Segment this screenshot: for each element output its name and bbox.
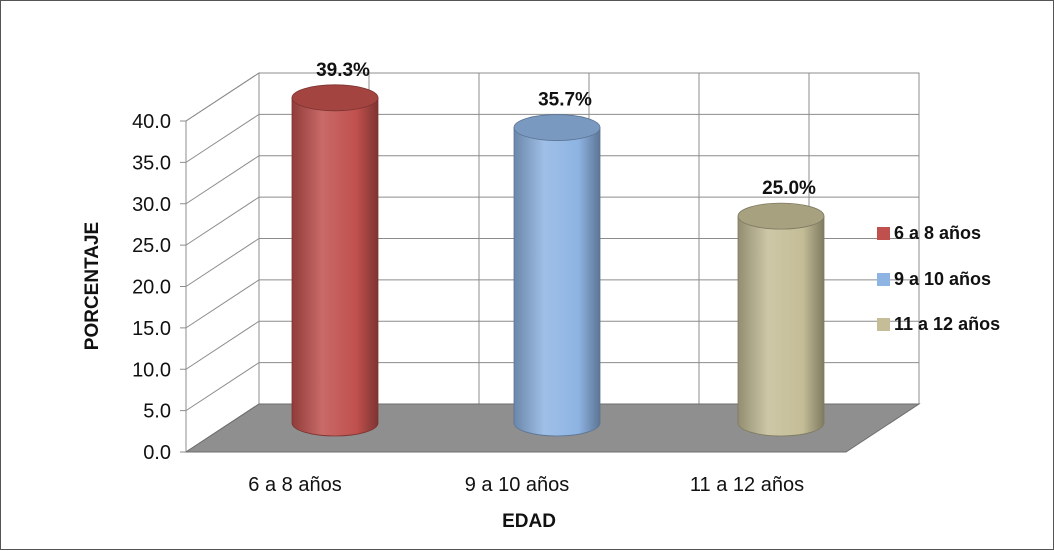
data-label: 35.7% [538, 90, 592, 111]
y-tick-label: 15.0 [132, 318, 171, 340]
legend-item: 9 a 10 años [877, 269, 991, 289]
y-tick-label: 35.0 [132, 152, 171, 174]
y-tick-label: 0.0 [143, 442, 171, 464]
x-axis-title: EDAD [502, 511, 556, 532]
bar-body [737, 215, 825, 437]
legend-swatch [877, 318, 890, 331]
legend-swatch [877, 273, 890, 286]
legend-label: 9 a 10 años [894, 269, 991, 289]
bar [291, 84, 379, 437]
bar [513, 114, 601, 437]
bars [291, 84, 825, 437]
legend-label: 6 a 8 años [894, 223, 981, 243]
x-tick-label: 9 a 10 años [465, 474, 570, 496]
bar-top [291, 84, 379, 112]
legend: 6 a 8 años 9 a 10 años 11 a 12 años [877, 223, 1000, 334]
bar-top [513, 114, 601, 141]
y-axis-title: PORCENTAJE [82, 222, 103, 350]
data-label: 39.3% [316, 60, 370, 81]
bar-top [737, 202, 825, 230]
x-tick-label: 6 a 8 años [248, 474, 341, 496]
y-tick-label: 5.0 [143, 401, 171, 423]
bar-body [513, 127, 601, 437]
x-axis-categories: 6 a 8 años 9 a 10 años 11 a 12 años [248, 474, 804, 496]
y-tick-label: 40.0 [132, 111, 171, 133]
y-tick-label: 10.0 [132, 359, 171, 381]
legend-label: 11 a 12 años [894, 314, 1000, 334]
legend-item: 6 a 8 años [877, 223, 981, 243]
y-tick-label: 20.0 [132, 277, 171, 299]
data-label: 25.0% [762, 178, 816, 199]
bar-body [291, 97, 379, 437]
y-axis-ticks: 0.0 5.0 10.0 15.0 20.0 25.0 30.0 35.0 40.0 [132, 111, 186, 464]
y-tick-label: 30.0 [132, 194, 171, 216]
x-tick-label: 11 a 12 años [690, 474, 804, 496]
legend-swatch [877, 227, 890, 240]
legend-item: 11 a 12 años [877, 314, 1000, 334]
bar [737, 202, 825, 437]
data-labels: 39.3% 35.7% 25.0% [316, 60, 816, 199]
y-tick-label: 25.0 [132, 235, 171, 257]
